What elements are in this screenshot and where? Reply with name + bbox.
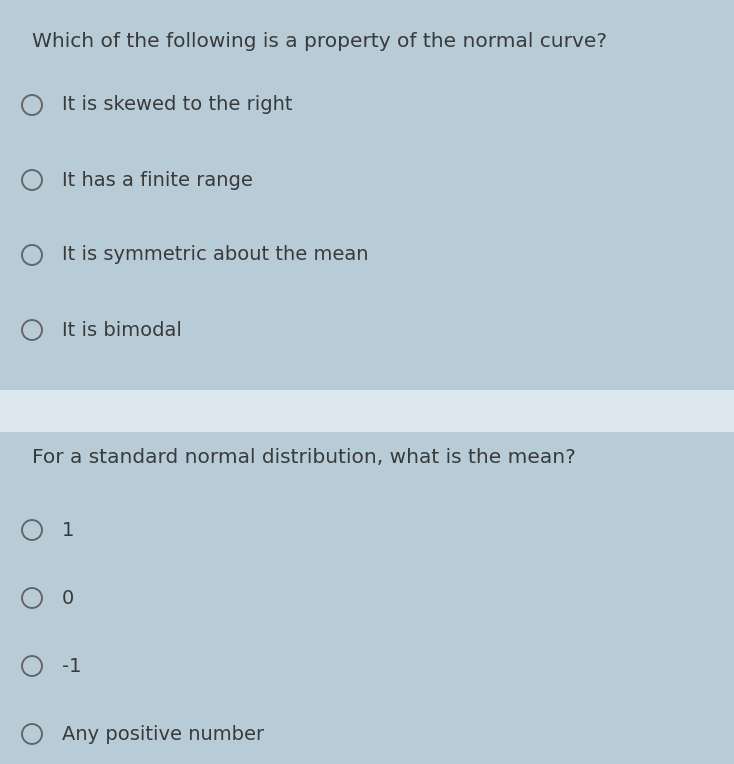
Text: For a standard normal distribution, what is the mean?: For a standard normal distribution, what… — [32, 448, 575, 467]
Text: It has a finite range: It has a finite range — [62, 170, 253, 189]
Text: It is bimodal: It is bimodal — [62, 321, 182, 339]
Bar — [0, 390, 734, 432]
Text: Any positive number: Any positive number — [62, 724, 264, 743]
Text: 0: 0 — [62, 588, 74, 607]
Text: It is symmetric about the mean: It is symmetric about the mean — [62, 245, 368, 264]
Text: 1: 1 — [62, 520, 74, 539]
Text: -1: -1 — [62, 656, 81, 675]
Text: It is skewed to the right: It is skewed to the right — [62, 96, 293, 115]
Text: Which of the following is a property of the normal curve?: Which of the following is a property of … — [32, 32, 607, 51]
